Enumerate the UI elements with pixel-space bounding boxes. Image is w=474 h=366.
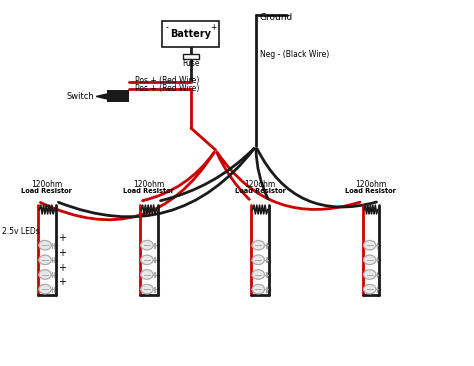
Text: Battery: Battery	[170, 29, 211, 39]
Text: Load Resistor: Load Resistor	[235, 188, 286, 194]
Text: Pos + (Red Wire): Pos + (Red Wire)	[135, 76, 200, 85]
Bar	[107, 90, 129, 102]
Circle shape	[39, 255, 51, 265]
Polygon shape	[96, 94, 107, 99]
Circle shape	[252, 270, 264, 279]
Text: 2.5v LEDs: 2.5v LEDs	[2, 227, 40, 236]
Circle shape	[252, 284, 264, 294]
Circle shape	[252, 255, 264, 265]
Text: Load Resistor: Load Resistor	[123, 188, 174, 194]
Text: +: +	[58, 248, 66, 258]
Text: Pos + (Red Wire): Pos + (Red Wire)	[135, 84, 200, 93]
Text: +: +	[58, 234, 66, 243]
Text: +: +	[58, 277, 66, 287]
Circle shape	[364, 284, 376, 294]
Text: +: +	[58, 263, 66, 273]
Circle shape	[364, 240, 376, 250]
Text: -: -	[165, 23, 168, 33]
Text: +: +	[210, 23, 216, 33]
Bar	[183, 54, 199, 59]
FancyBboxPatch shape	[162, 21, 219, 47]
Circle shape	[141, 240, 153, 250]
Text: Ground: Ground	[260, 13, 293, 22]
Text: Load Resistor: Load Resistor	[21, 188, 73, 194]
Text: 120ohm: 120ohm	[245, 180, 276, 189]
Circle shape	[141, 255, 153, 265]
Text: Switch: Switch	[66, 92, 94, 101]
Text: 120ohm: 120ohm	[31, 180, 63, 189]
Circle shape	[364, 270, 376, 279]
Text: 120ohm: 120ohm	[356, 180, 386, 189]
Text: 120ohm: 120ohm	[133, 180, 164, 189]
Text: Fuse: Fuse	[182, 59, 200, 68]
Circle shape	[141, 284, 153, 294]
Circle shape	[39, 270, 51, 279]
Circle shape	[39, 240, 51, 250]
Circle shape	[252, 240, 264, 250]
Text: Load Resistor: Load Resistor	[346, 188, 396, 194]
Circle shape	[364, 255, 376, 265]
Circle shape	[141, 270, 153, 279]
Text: Neg - (Black Wire): Neg - (Black Wire)	[260, 51, 329, 59]
Circle shape	[39, 284, 51, 294]
